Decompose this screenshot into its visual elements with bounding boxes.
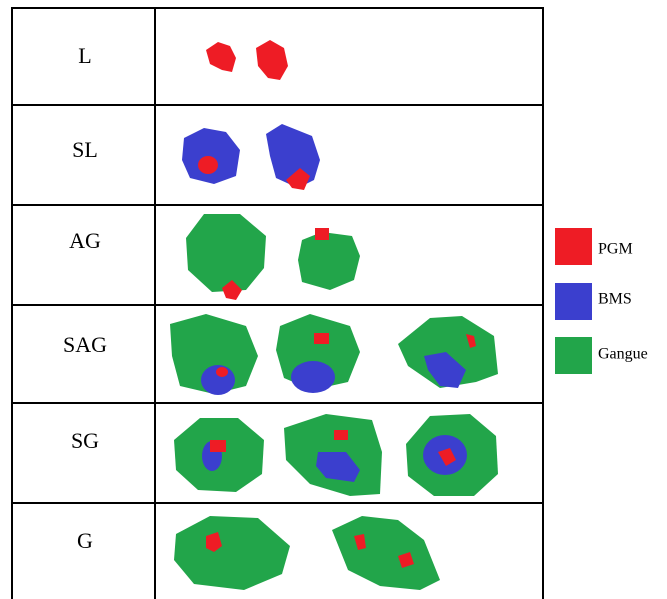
row-label: SL — [72, 137, 98, 162]
bms-grain — [182, 128, 240, 184]
pgm-grain — [216, 367, 228, 377]
pgm-grain — [210, 440, 226, 452]
legend-swatch — [555, 283, 592, 320]
row-label: SAG — [63, 332, 107, 357]
legend-swatch — [555, 337, 592, 374]
table-grid — [12, 8, 543, 599]
table-border — [12, 8, 543, 599]
pgm-grain — [198, 156, 218, 174]
pgm-grain — [315, 228, 329, 240]
gangue-grain — [174, 516, 290, 590]
gangue-grain — [186, 214, 266, 292]
gangue-grain — [332, 516, 440, 590]
pgm-grain — [256, 40, 288, 80]
gangue-grain — [298, 232, 360, 290]
legend-label: Gangue — [598, 346, 648, 363]
bms-grain — [291, 361, 335, 393]
legend: PGM BMS Gangue — [555, 228, 648, 374]
pgm-grain — [206, 42, 236, 72]
particles — [170, 40, 498, 590]
legend-label: PGM — [598, 241, 633, 258]
row-label: G — [77, 528, 93, 553]
legend-label: BMS — [598, 291, 632, 308]
row-labels: L SL AG SAG SG G — [63, 43, 107, 553]
pgm-grain — [334, 430, 348, 440]
pgm-grain — [314, 333, 329, 344]
row-label: AG — [69, 228, 101, 253]
legend-swatch — [555, 228, 592, 265]
row-label: SG — [71, 428, 99, 453]
row-label: L — [78, 43, 91, 68]
figure: L SL AG SAG SG G — [0, 0, 667, 599]
